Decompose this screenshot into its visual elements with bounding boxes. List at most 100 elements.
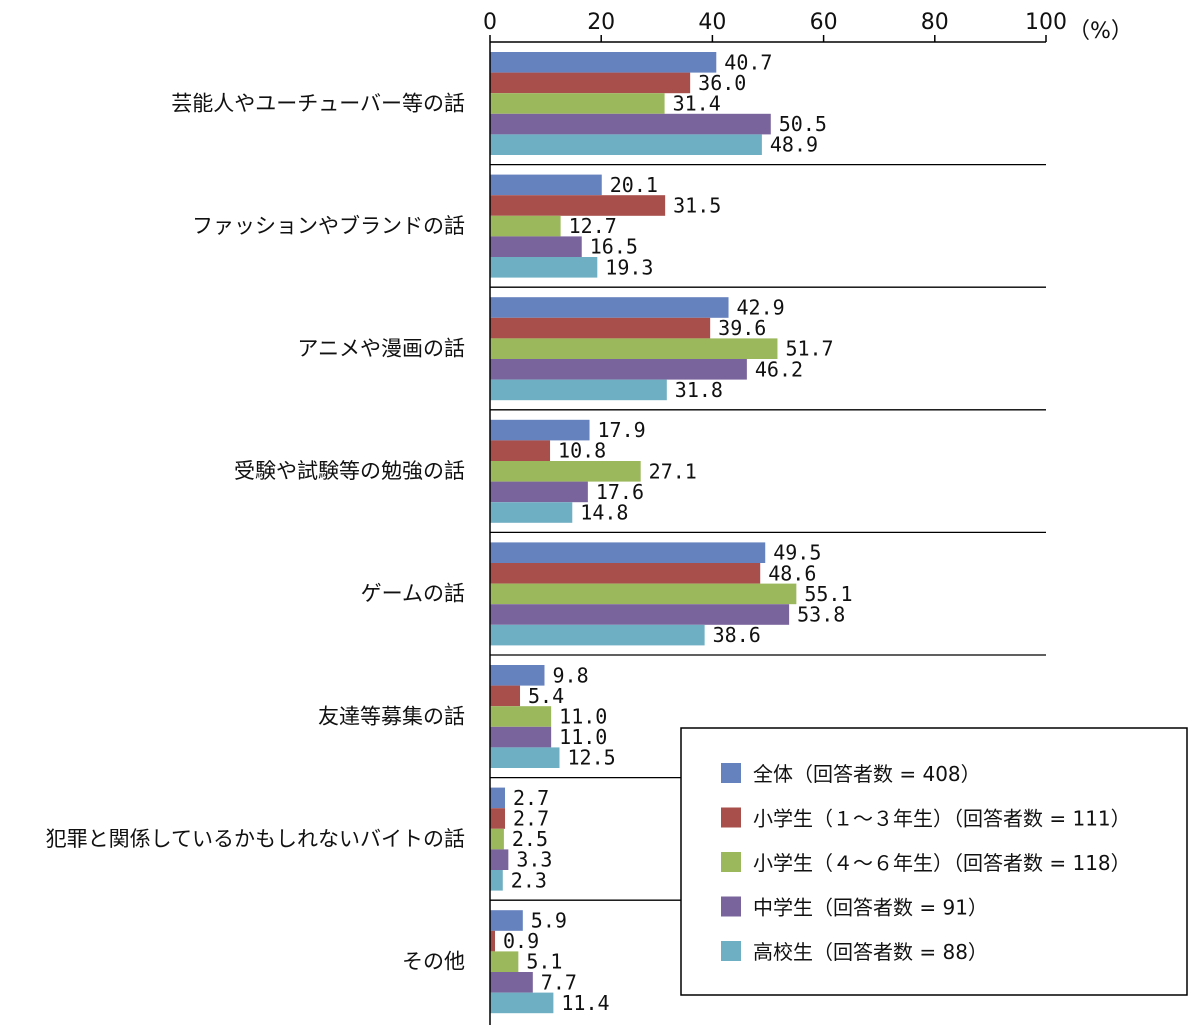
bar bbox=[490, 72, 691, 94]
category-label: 芸能人やユーチューバー等の話 bbox=[171, 91, 465, 115]
value-label: 16.5 bbox=[590, 235, 638, 259]
legend-box bbox=[680, 727, 1188, 996]
value-label: 5.1 bbox=[526, 950, 562, 974]
bar bbox=[490, 604, 790, 625]
bar bbox=[490, 257, 598, 278]
value-label: 51.7 bbox=[785, 337, 833, 361]
bar bbox=[490, 951, 519, 972]
value-label: 2.3 bbox=[511, 868, 547, 892]
bar bbox=[490, 134, 762, 155]
value-label: 48.6 bbox=[768, 561, 816, 585]
value-label: 5.4 bbox=[528, 684, 564, 708]
bar bbox=[490, 870, 503, 891]
value-label: 17.6 bbox=[596, 480, 644, 504]
value-label: 9.8 bbox=[552, 663, 588, 687]
bar bbox=[490, 215, 561, 237]
value-label: 40.7 bbox=[724, 50, 772, 74]
x-axis: （%） 0 20 40 60 80 100 bbox=[483, 10, 1133, 1025]
bar bbox=[490, 992, 554, 1014]
category-label: ゲームの話 bbox=[361, 582, 465, 606]
bar bbox=[490, 787, 506, 809]
x-tick-label: 60 bbox=[810, 10, 838, 35]
value-label: 17.9 bbox=[598, 418, 646, 442]
value-label: 39.6 bbox=[718, 316, 766, 340]
legend-label: 高校生（回答者数 = 88） bbox=[753, 940, 988, 964]
x-tick-label: 0 bbox=[483, 10, 497, 35]
bar bbox=[490, 563, 761, 584]
category-label: その他 bbox=[402, 950, 465, 974]
bar bbox=[490, 930, 496, 952]
category-label: ファッションやブランドの話 bbox=[192, 214, 465, 238]
bar bbox=[490, 338, 778, 359]
value-label: 2.5 bbox=[512, 827, 548, 851]
bar bbox=[490, 747, 560, 768]
bar bbox=[490, 440, 551, 461]
category-label: 犯罪と関係しているかもしれないバイトの話 bbox=[46, 827, 465, 851]
bar bbox=[490, 113, 771, 135]
bars bbox=[490, 52, 797, 1014]
value-label: 0.9 bbox=[503, 929, 539, 953]
value-label: 2.7 bbox=[513, 786, 549, 810]
legend-label: 小学生（１～３年生）（回答者数 = 111） bbox=[753, 807, 1131, 831]
value-label: 12.5 bbox=[568, 746, 616, 770]
value-label: 49.5 bbox=[773, 541, 821, 565]
bar bbox=[490, 93, 665, 114]
bar bbox=[490, 502, 573, 523]
value-label: 36.0 bbox=[698, 71, 746, 95]
legend-label: 小学生（４～６年生）（回答者数 = 118） bbox=[753, 851, 1131, 875]
value-label: 50.5 bbox=[779, 112, 827, 136]
value-label: 10.8 bbox=[558, 439, 606, 463]
value-label: 20.1 bbox=[610, 173, 658, 197]
bar bbox=[490, 910, 523, 931]
bar bbox=[490, 849, 509, 870]
category-label: 友達等募集の話 bbox=[318, 704, 465, 728]
bar bbox=[490, 685, 521, 707]
value-label: 27.1 bbox=[649, 459, 697, 483]
value-label: 38.6 bbox=[713, 623, 761, 647]
value-label: 48.9 bbox=[770, 133, 818, 157]
bar bbox=[490, 461, 641, 482]
legend-swatch bbox=[721, 896, 741, 917]
bar bbox=[490, 828, 504, 850]
bar bbox=[490, 359, 747, 380]
bar bbox=[490, 972, 533, 993]
bar bbox=[490, 665, 545, 686]
unit-label: （%） bbox=[1068, 19, 1133, 44]
bar bbox=[490, 236, 582, 257]
bar bbox=[490, 706, 552, 727]
bar bbox=[490, 297, 729, 318]
value-label: 53.8 bbox=[797, 603, 845, 627]
value-label: 3.3 bbox=[516, 848, 552, 872]
bar bbox=[490, 542, 766, 563]
x-tick-label: 100 bbox=[1025, 10, 1067, 35]
value-label: 55.1 bbox=[804, 582, 852, 606]
legend: 全体（回答者数 = 408） 小学生（１～３年生）（回答者数 = 111） 小学生（… bbox=[680, 727, 1188, 996]
value-label: 42.9 bbox=[737, 296, 785, 320]
category-label: 受験や試験等の勉強の話 bbox=[234, 459, 465, 483]
x-tick-label: 20 bbox=[587, 10, 615, 35]
bar bbox=[490, 808, 506, 829]
legend-swatch bbox=[721, 763, 741, 783]
bar bbox=[490, 419, 590, 441]
legend-label: 全体（回答者数 = 408） bbox=[753, 762, 981, 786]
bar bbox=[490, 726, 552, 748]
value-label: 5.9 bbox=[531, 909, 567, 933]
value-label: 11.0 bbox=[559, 725, 607, 749]
value-label: 31.5 bbox=[673, 194, 721, 218]
value-label: 7.7 bbox=[541, 970, 577, 994]
value-label: 11.0 bbox=[559, 705, 607, 729]
bar bbox=[490, 174, 602, 196]
bar bbox=[490, 379, 667, 401]
bar bbox=[490, 52, 717, 73]
value-label: 31.4 bbox=[673, 92, 721, 116]
value-label: 19.3 bbox=[605, 255, 653, 279]
category-labels: 芸能人やユーチューバー等の話ファッションやブランドの話アニメや漫画の話受験や試験… bbox=[46, 91, 465, 973]
value-label: 31.8 bbox=[675, 378, 723, 402]
bar bbox=[490, 195, 666, 216]
legend-swatch bbox=[721, 807, 741, 828]
bar bbox=[490, 624, 705, 646]
category-label: アニメや漫画の話 bbox=[297, 337, 465, 361]
legend-swatch bbox=[721, 941, 741, 961]
value-label: 14.8 bbox=[580, 501, 628, 525]
